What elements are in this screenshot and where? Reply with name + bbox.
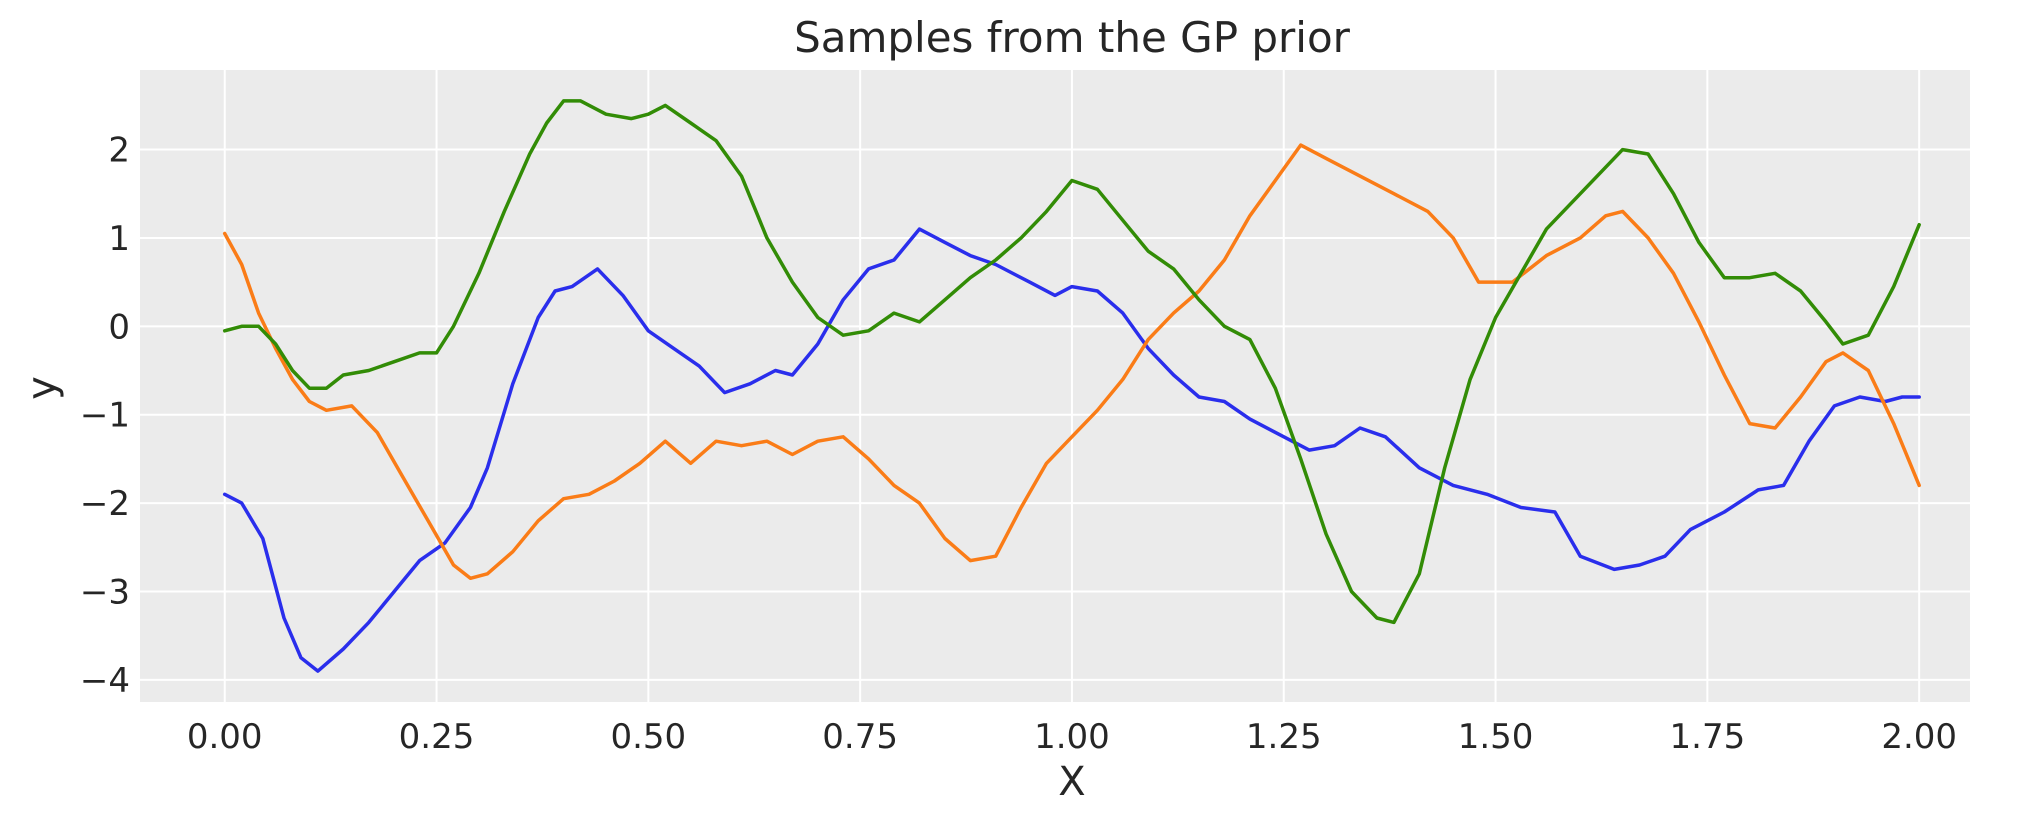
series-lines [222, 99, 1921, 673]
y-tick-label: 1 [108, 219, 130, 259]
x-axis-label: X [1058, 759, 1085, 805]
y-tick-label: 0 [108, 307, 130, 347]
chart-title: Samples from the GP prior [794, 13, 1351, 62]
y-axis-ticks: 2 1 0 −1 −2 −3 −4 [80, 131, 130, 701]
series-line-1 [222, 227, 1921, 673]
x-tick-label: 0.50 [610, 717, 686, 757]
series-line-2 [222, 143, 1921, 581]
x-tick-label: 2.00 [1881, 717, 1957, 757]
x-tick-label: 0.75 [822, 717, 898, 757]
y-tick-label: 2 [108, 131, 130, 171]
plot-area [140, 70, 1970, 702]
y-tick-label: −3 [80, 573, 130, 613]
y-tick-label: −1 [80, 396, 130, 436]
grid-lines [140, 70, 1970, 702]
y-tick-label: −2 [80, 484, 130, 524]
x-tick-label: 1.75 [1670, 717, 1746, 757]
x-tick-label: 0.00 [187, 717, 263, 757]
x-tick-label: 1.50 [1458, 717, 1534, 757]
x-tick-label: 1.25 [1246, 717, 1322, 757]
x-tick-label: 1.00 [1034, 717, 1110, 757]
x-axis-ticks: 0.00 0.25 0.50 0.75 1.00 1.25 1.50 1.75 2.00 [187, 717, 1957, 757]
series-line-3 [222, 99, 1921, 625]
y-axis-label: y [19, 376, 65, 400]
y-tick-label: −4 [80, 661, 130, 701]
x-tick-label: 0.25 [399, 717, 475, 757]
